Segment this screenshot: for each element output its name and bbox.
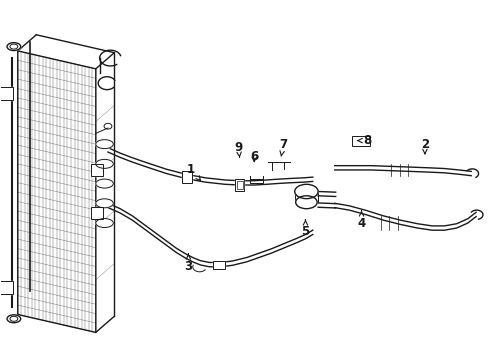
Bar: [213, 261, 224, 269]
Bar: [0, 87, 13, 100]
Text: 8: 8: [357, 134, 371, 147]
Bar: [213, 261, 224, 269]
Ellipse shape: [295, 196, 317, 209]
Ellipse shape: [294, 184, 318, 199]
Ellipse shape: [96, 219, 113, 228]
Bar: [234, 179, 244, 191]
Text: 9: 9: [234, 141, 242, 157]
Ellipse shape: [96, 159, 113, 168]
Bar: [182, 171, 191, 183]
Ellipse shape: [7, 315, 20, 323]
Bar: [351, 135, 369, 145]
Text: 4: 4: [357, 211, 365, 230]
Bar: [236, 181, 242, 189]
Text: 3: 3: [184, 254, 192, 273]
Text: 7: 7: [279, 138, 287, 156]
Bar: [236, 181, 242, 189]
Bar: [182, 171, 191, 183]
Bar: [351, 135, 369, 145]
FancyBboxPatch shape: [91, 207, 103, 220]
Ellipse shape: [7, 42, 20, 50]
Text: 6: 6: [250, 150, 258, 163]
Bar: [0, 87, 13, 100]
Text: 1: 1: [186, 163, 200, 180]
Ellipse shape: [96, 179, 113, 188]
Bar: [0, 281, 13, 294]
Ellipse shape: [96, 140, 113, 149]
Text: 2: 2: [420, 138, 428, 154]
Bar: [234, 179, 244, 191]
FancyBboxPatch shape: [91, 164, 103, 176]
Ellipse shape: [96, 199, 113, 208]
Text: 5: 5: [301, 220, 309, 238]
Bar: [0, 281, 13, 294]
